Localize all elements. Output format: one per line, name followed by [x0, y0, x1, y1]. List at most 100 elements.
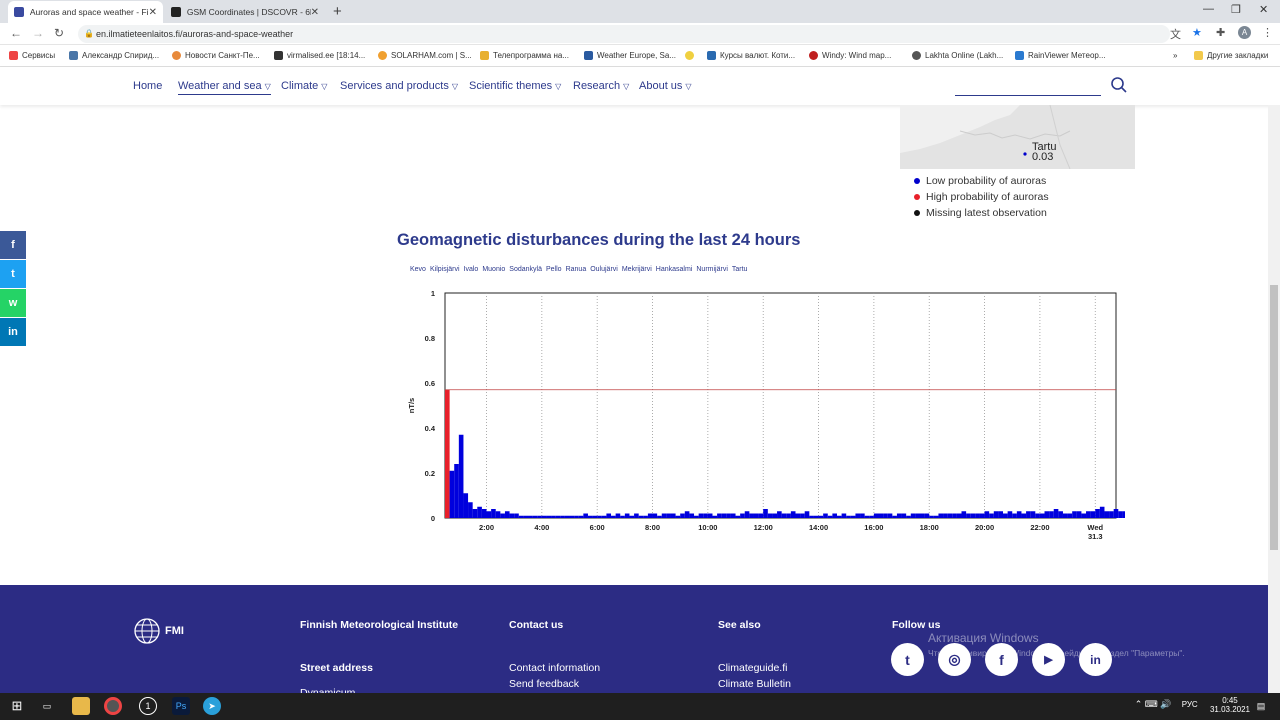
chart-bar[interactable] [670, 513, 676, 519]
bookmark-item[interactable]: Телепрограмма на... [480, 51, 569, 60]
chart-bar[interactable] [472, 509, 478, 518]
chart-bar[interactable] [809, 515, 814, 518]
share-twitter-icon[interactable]: t [0, 260, 26, 288]
chart-bar[interactable] [758, 513, 764, 519]
chart-bar[interactable] [753, 513, 759, 519]
chart-bar[interactable] [952, 513, 957, 519]
chart-bar[interactable] [611, 515, 616, 518]
chart-bar[interactable] [463, 493, 469, 518]
chart-bar[interactable] [491, 509, 496, 518]
station-link[interactable]: Kilpisjärvi [429, 266, 460, 273]
footer-link-climateguide[interactable]: Climateguide.fi [718, 662, 788, 674]
nav-weather-and-sea[interactable]: Weather and sea ▽ [178, 80, 271, 95]
chart-bar[interactable] [781, 513, 787, 519]
aurora-map[interactable]: Tartu 0.03 [900, 105, 1135, 169]
chart-bar[interactable] [592, 515, 598, 518]
nav-climate[interactable]: Climate ▽ [281, 80, 327, 92]
bookmark-services[interactable]: Сервисы [9, 51, 55, 60]
chart-bar[interactable] [860, 513, 865, 519]
chart-bar[interactable] [574, 515, 579, 518]
chart-bar[interactable] [537, 515, 542, 518]
chart-bar[interactable] [689, 513, 695, 519]
bookmarks-overflow-button[interactable]: » [1173, 51, 1177, 60]
chart-bar[interactable] [587, 515, 593, 518]
footer-facebook-icon[interactable]: f [985, 643, 1018, 676]
chart-bar[interactable] [468, 502, 473, 518]
chart-bar[interactable] [661, 513, 667, 519]
chart-bar[interactable] [1053, 509, 1059, 518]
start-icon[interactable]: ⊞ [11, 698, 23, 713]
footer-link-climate-bulletin[interactable]: Climate Bulletin [718, 678, 791, 690]
chart-bar[interactable] [956, 513, 962, 519]
station-link[interactable]: Nurmijärvi [696, 266, 728, 273]
chart-bar[interactable] [947, 513, 953, 519]
photoshop-icon[interactable]: Ps [172, 697, 190, 715]
extensions-icon[interactable]: ✚ [1216, 27, 1226, 39]
chart-bar[interactable] [920, 513, 925, 519]
chart-bar[interactable] [620, 515, 625, 518]
chart-bar[interactable] [458, 434, 464, 518]
chart-bar[interactable] [647, 513, 653, 519]
chart-bar[interactable] [763, 509, 768, 518]
chart-bar[interactable] [836, 515, 842, 518]
station-link[interactable]: Muonio [482, 266, 506, 273]
footer-twitter-icon[interactable]: t [891, 643, 924, 676]
footer-link-send-feedback[interactable]: Send feedback [509, 678, 580, 690]
chart-bar[interactable] [1044, 511, 1050, 518]
chart-bar[interactable] [896, 513, 902, 519]
chart-bar[interactable] [477, 506, 482, 518]
app-1-icon[interactable]: 1 [139, 697, 157, 715]
chart-bar[interactable] [1026, 511, 1031, 518]
chart-bar[interactable] [551, 515, 556, 518]
chrome-icon[interactable] [104, 697, 122, 715]
chart-bar[interactable] [901, 513, 907, 519]
chart-bar[interactable] [975, 513, 980, 519]
chart-bar[interactable] [560, 515, 565, 518]
chart-bar[interactable] [726, 513, 731, 519]
reload-icon[interactable]: ↻ [54, 26, 65, 40]
bookmark-item[interactable]: Александр Спирид... [69, 51, 159, 60]
chart-bar[interactable] [1095, 509, 1100, 518]
chart-bar[interactable] [657, 515, 662, 518]
station-link[interactable]: Ivalo [463, 266, 479, 273]
nav-scientific-themes[interactable]: Scientific themes ▽ [469, 80, 561, 92]
close-window-icon[interactable]: ✕ [1259, 4, 1269, 16]
chart-bar[interactable] [993, 511, 999, 518]
star-icon[interactable]: ★ [1192, 27, 1202, 39]
menu-icon[interactable]: ⋮ [1262, 27, 1273, 39]
chart-bar[interactable] [929, 515, 934, 518]
telegram-icon[interactable]: ➤ [203, 697, 221, 715]
chart-bar[interactable] [684, 511, 690, 518]
bookmark-item[interactable]: Новости Санкт-Пе... [172, 51, 260, 60]
translate-icon[interactable]: 文 [1170, 29, 1181, 41]
bookmark-item[interactable] [685, 51, 698, 60]
chart-bar[interactable] [777, 511, 782, 518]
new-tab-button[interactable]: + [333, 3, 342, 20]
chart-bar[interactable] [827, 515, 833, 518]
search-input[interactable] [955, 95, 1101, 96]
chart-bar[interactable] [1072, 511, 1077, 518]
chart-bar[interactable] [1003, 513, 1008, 519]
chart-bar[interactable] [938, 513, 944, 519]
chart-bar[interactable] [749, 513, 754, 519]
station-link[interactable]: Mekrijärvi [621, 266, 652, 273]
chart-bar[interactable] [790, 511, 796, 518]
chart-bar[interactable] [703, 513, 708, 519]
chart-bar[interactable] [1067, 513, 1073, 519]
chart-bar[interactable] [740, 513, 745, 519]
file-explorer-icon[interactable] [72, 697, 90, 715]
chart-bar[interactable] [795, 513, 801, 519]
station-link[interactable]: Pello [546, 266, 562, 273]
nav-research[interactable]: Research ▽ [573, 80, 629, 92]
chart-bar[interactable] [638, 515, 644, 518]
share-whatsapp-icon[interactable]: w [0, 289, 26, 317]
chart-bar[interactable] [606, 513, 612, 519]
chart-bar[interactable] [864, 515, 870, 518]
chart-bar[interactable] [523, 515, 529, 518]
chart-bar[interactable] [500, 513, 505, 519]
chart-bar[interactable] [634, 513, 639, 519]
bookmark-item[interactable]: Lakhta Online (Lakh... [912, 51, 1003, 60]
station-link[interactable]: Ranua [565, 266, 587, 273]
tray-clock[interactable]: 0:45 31.03.2021 [1210, 696, 1250, 714]
station-link[interactable]: Tartu [731, 266, 748, 273]
